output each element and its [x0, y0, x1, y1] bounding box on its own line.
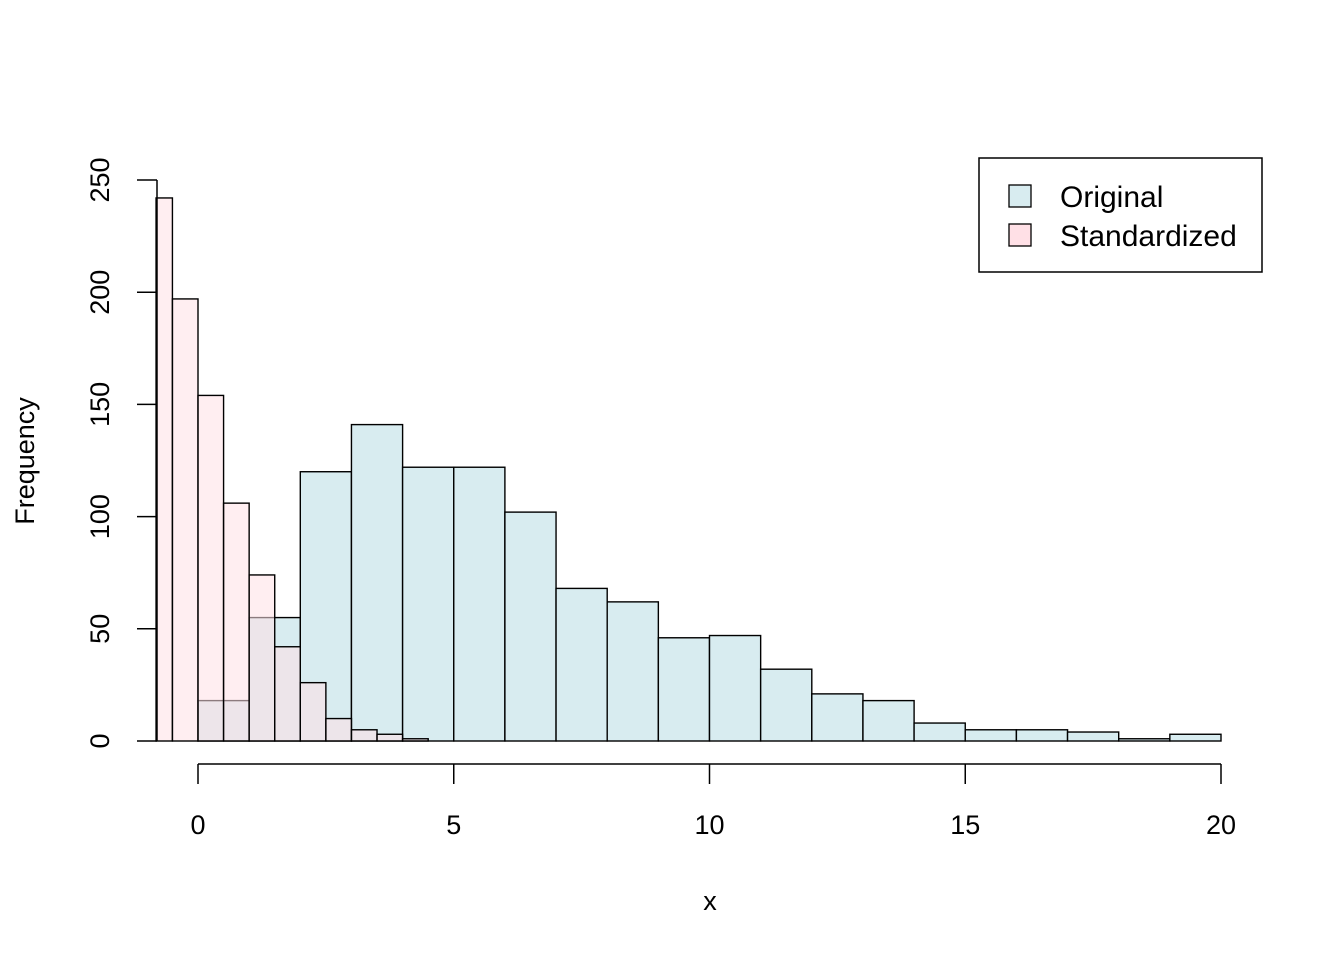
bar-original-8 — [606, 601, 660, 742]
bar-original-12 — [811, 693, 864, 742]
bar-original-7 — [555, 587, 608, 742]
y-tick-label-3: 150 — [85, 382, 115, 427]
bar-standardized-9 — [376, 733, 404, 742]
bar-original-5 — [453, 466, 506, 742]
y-tick-label-2: 100 — [85, 494, 115, 539]
bar-original-4 — [401, 466, 455, 742]
bar-original-17 — [1066, 731, 1120, 742]
y-tick-label-4: 200 — [85, 270, 115, 315]
y-tick-label-1: 50 — [85, 614, 115, 644]
bar-original-3 — [350, 423, 404, 742]
x-tick-label-2: 10 — [694, 810, 724, 840]
bar-original-16 — [1015, 729, 1069, 742]
y-axis: 0 50 100 150 200 250 — [85, 157, 158, 749]
x-tick-label-4: 20 — [1206, 810, 1236, 840]
y-tick-label-5: 250 — [85, 157, 115, 202]
series-original-bars — [197, 423, 1222, 742]
bar-standardized-10 — [401, 738, 429, 742]
y-tick-label-0: 0 — [85, 733, 115, 748]
x-tick-label-3: 15 — [950, 810, 980, 840]
bar-original-11 — [759, 668, 813, 742]
bar-original-10 — [708, 634, 762, 742]
legend: Original Standardized — [978, 157, 1263, 273]
x-tick-label-0: 0 — [190, 810, 205, 840]
legend-swatch-standardized — [1008, 223, 1032, 247]
bar-original-14 — [913, 722, 966, 742]
y-axis-title: Frequency — [10, 397, 40, 525]
bar-standardized-4 — [248, 574, 276, 742]
bar-standardized-5 — [274, 646, 302, 742]
bar-standardized-7 — [325, 717, 353, 742]
bar-original-9 — [657, 637, 711, 742]
bar-standardized-2 — [197, 394, 225, 742]
legend-label-original: Original — [1060, 181, 1163, 214]
legend-box — [978, 157, 1263, 273]
bar-standardized-6 — [299, 681, 327, 742]
x-axis-title: x — [703, 886, 717, 916]
bar-standardized-3 — [222, 502, 250, 742]
x-axis: 0 5 10 15 20 — [190, 763, 1236, 840]
series-standardized-bars — [155, 197, 429, 742]
x-tick-label-1: 5 — [446, 810, 461, 840]
bar-standardized-1 — [171, 298, 199, 742]
bar-standardized-8 — [350, 729, 378, 742]
bar-standardized-0 — [155, 197, 174, 742]
legend-label-standardized: Standardized — [1060, 220, 1237, 253]
bar-original-19 — [1169, 733, 1222, 742]
bar-original-13 — [862, 699, 915, 742]
bar-original-18 — [1117, 738, 1171, 742]
bar-original-15 — [964, 729, 1018, 742]
legend-swatch-original — [1008, 184, 1032, 208]
bar-original-6 — [504, 511, 557, 742]
